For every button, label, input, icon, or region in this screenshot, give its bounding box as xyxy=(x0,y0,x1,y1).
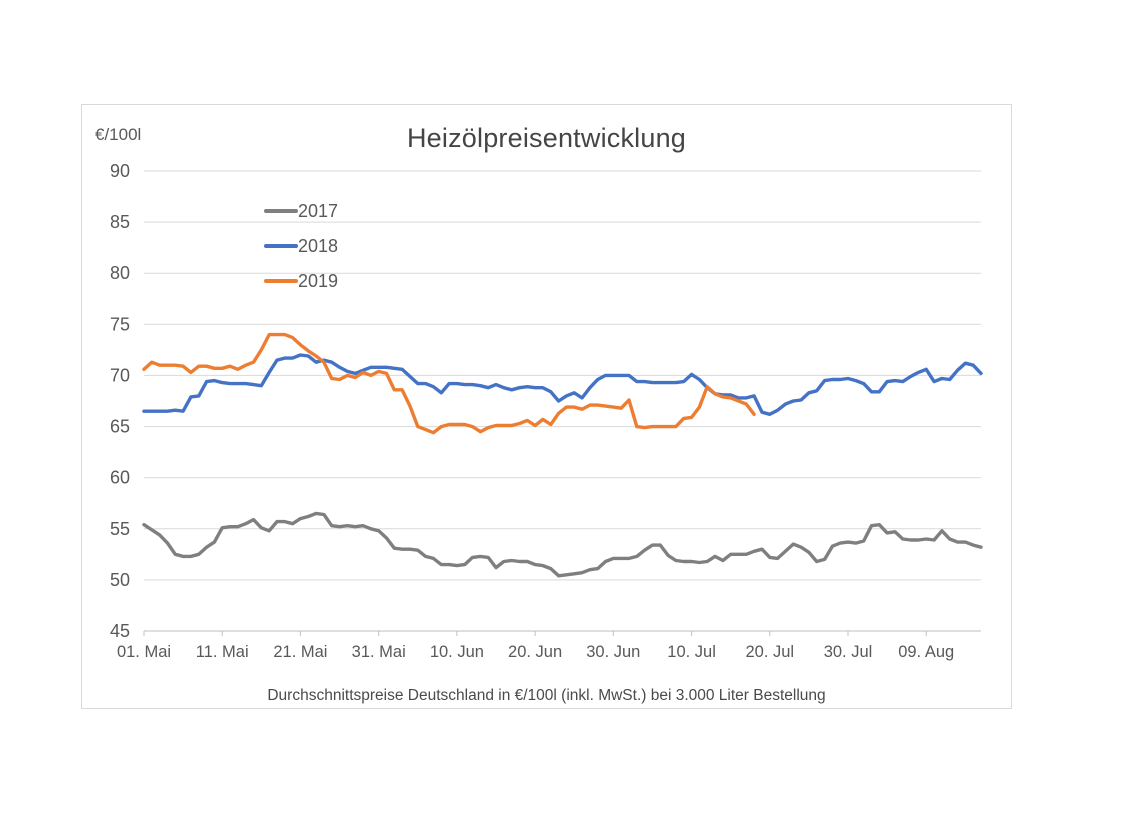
legend-swatch-2019 xyxy=(264,278,298,283)
x-tick-label: 21. Mai xyxy=(273,643,327,661)
x-tick-label: 10. Jul xyxy=(667,643,716,661)
x-tick-label: 30. Jun xyxy=(586,643,640,661)
chart-plot: 45 50 55 60 65 70 75 80 85 90 01. Mai 11. Mai 21. Ma… xyxy=(110,161,983,661)
legend-swatch-2017 xyxy=(264,208,298,213)
x-tick-label: 10. Jun xyxy=(430,643,484,661)
y-tick-label: 55 xyxy=(110,519,130,539)
y-tick-label: 45 xyxy=(110,621,130,641)
series-line-2018 xyxy=(142,353,983,416)
y-tick-label: 90 xyxy=(110,161,130,181)
x-tick-label: 20. Jun xyxy=(508,643,562,661)
legend-item-2017: 2017 xyxy=(264,193,338,228)
chart-title: Heizölpreisentwicklung xyxy=(406,123,687,153)
series-line-2019 xyxy=(142,332,756,435)
legend-item-2019: 2019 xyxy=(264,263,338,298)
x-tick-label: 20. Jul xyxy=(745,643,794,661)
legend-label-2018: 2018 xyxy=(298,235,339,256)
chart-legend: 2017 2018 2019 xyxy=(264,193,338,298)
x-tick-label: 09. Aug xyxy=(898,643,954,661)
y-tick-label: 75 xyxy=(110,314,130,334)
y-tick-label: 60 xyxy=(110,468,130,488)
legend-item-2018: 2018 xyxy=(264,228,338,263)
legend-label-2017: 2017 xyxy=(298,200,339,221)
chart-caption: Durchschnittspreise Deutschland in €/100… xyxy=(267,687,826,704)
x-tick-label: 30. Jul xyxy=(824,643,873,661)
y-axis-title: €/100l xyxy=(95,125,142,144)
y-tick-label: 80 xyxy=(110,263,130,283)
y-tick-label: 65 xyxy=(110,417,130,437)
y-tick-label: 70 xyxy=(110,365,130,385)
y-tick-label: 85 xyxy=(110,212,130,232)
legend-label-2019: 2019 xyxy=(298,270,339,291)
series-line-2017 xyxy=(142,511,983,578)
x-tick-label: 31. Mai xyxy=(352,643,406,661)
legend-swatch-2018 xyxy=(264,243,298,248)
x-tick-label: 11. Mai xyxy=(196,643,249,661)
y-tick-label: 50 xyxy=(110,570,130,590)
x-tick-label: 01. Mai xyxy=(117,643,171,661)
chart-panel: Heizölpreisentwicklung €/100l 45 50 55 60 65… xyxy=(81,104,1012,709)
